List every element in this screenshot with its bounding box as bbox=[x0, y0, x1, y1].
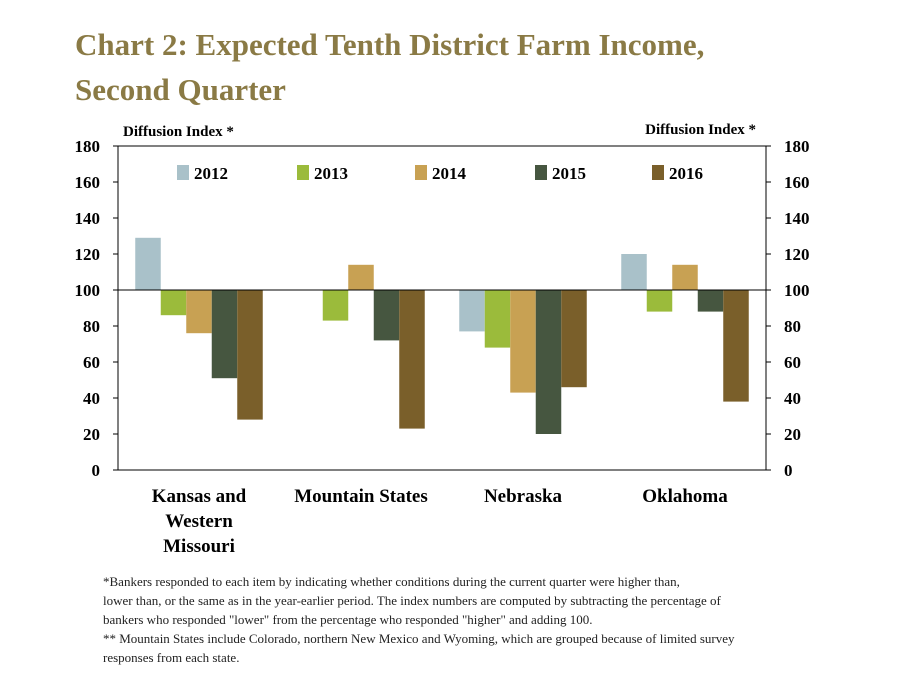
y-tick-label-right: 0 bbox=[784, 461, 793, 480]
legend-label-2016: 2016 bbox=[669, 164, 703, 183]
legend-swatch-2015 bbox=[535, 165, 547, 180]
y-tick-label-right: 80 bbox=[784, 317, 801, 336]
bar-chart: 0 0 20 20 40 40 60 60 80 80 100 100 120 120 140 140 160 1… bbox=[75, 122, 810, 557]
bar-2014-1 bbox=[348, 264, 374, 290]
bar-2012-0 bbox=[135, 237, 161, 290]
y-tick-label-right: 100 bbox=[784, 281, 810, 300]
footnote-line: *Bankers responded to each item by indic… bbox=[103, 574, 680, 589]
bar-2013-0 bbox=[160, 290, 187, 316]
bar-2014-2 bbox=[510, 290, 536, 393]
legend-swatch-2012 bbox=[177, 165, 189, 180]
legend-label-2014: 2014 bbox=[432, 164, 467, 183]
category-label: Western bbox=[165, 511, 233, 532]
category-label: Oklahoma bbox=[642, 486, 728, 507]
bar-2012-2 bbox=[459, 290, 485, 332]
chart-title: Chart 2: Expected Tenth District Farm In… bbox=[75, 22, 875, 112]
footnote-line: ** Mountain States include Colorado, nor… bbox=[103, 631, 735, 646]
bar-2013-2 bbox=[484, 290, 511, 348]
y-tick-label-right: 60 bbox=[784, 353, 801, 372]
y-tick-label-right: 20 bbox=[784, 425, 801, 444]
footnote-line: bankers who responded "lower" from the p… bbox=[103, 612, 593, 627]
bar-2013-3 bbox=[646, 290, 673, 312]
category-label: Mountain States bbox=[294, 486, 428, 507]
plot-frame bbox=[117, 145, 767, 471]
y-tick-label-right: 120 bbox=[784, 245, 810, 264]
category-label: Missouri bbox=[163, 536, 235, 557]
footnotes: *Bankers responded to each item by indic… bbox=[103, 572, 823, 667]
y-tick-label-left: 0 bbox=[92, 461, 101, 480]
bar-2012-3 bbox=[621, 254, 647, 290]
legend-swatch-2013 bbox=[297, 165, 309, 180]
legend-label-2012: 2012 bbox=[194, 164, 228, 183]
footnote-line: lower than, or the same as in the year-e… bbox=[103, 593, 721, 608]
y-tick-label-left: 180 bbox=[75, 137, 101, 156]
footnote-line: responses from each state. bbox=[103, 650, 240, 665]
y-axis-label-left: Diffusion Index * bbox=[123, 124, 234, 140]
bar-2014-0 bbox=[186, 290, 212, 334]
y-tick-label-right: 140 bbox=[784, 209, 810, 228]
legend-swatch-2014 bbox=[415, 165, 427, 180]
bar-2016-0 bbox=[237, 290, 263, 420]
chart-title-line-1: Chart 2: Expected Tenth District Farm In… bbox=[75, 27, 705, 62]
y-tick-label-left: 60 bbox=[83, 353, 100, 372]
y-tick-label-right: 160 bbox=[784, 173, 810, 192]
bar-2015-1 bbox=[373, 290, 400, 341]
category-label: Nebraska bbox=[484, 486, 563, 507]
y-tick-label-left: 120 bbox=[75, 245, 101, 264]
y-tick-label-left: 80 bbox=[83, 317, 100, 336]
category-label: Kansas and bbox=[152, 486, 247, 507]
bar-2016-3 bbox=[723, 290, 749, 402]
bar-2014-3 bbox=[672, 264, 698, 290]
legend-swatch-2016 bbox=[652, 165, 664, 180]
bar-2015-2 bbox=[535, 290, 562, 434]
y-axis-label-right: Diffusion Index * bbox=[645, 122, 756, 138]
bar-2013-1 bbox=[322, 290, 349, 321]
bar-2016-1 bbox=[399, 290, 425, 429]
legend-label-2013: 2013 bbox=[314, 164, 348, 183]
y-tick-label-left: 140 bbox=[75, 209, 101, 228]
bar-2015-3 bbox=[697, 290, 724, 312]
y-tick-label-left: 160 bbox=[75, 173, 101, 192]
y-tick-label-left: 40 bbox=[83, 389, 100, 408]
y-tick-label-left: 100 bbox=[75, 281, 101, 300]
y-tick-label-right: 180 bbox=[784, 137, 810, 156]
y-tick-label-right: 40 bbox=[784, 389, 801, 408]
legend-label-2015: 2015 bbox=[552, 164, 586, 183]
bar-2016-2 bbox=[561, 290, 587, 388]
y-tick-label-left: 20 bbox=[83, 425, 100, 444]
bar-2015-0 bbox=[211, 290, 238, 379]
chart-title-line-2: Second Quarter bbox=[75, 72, 286, 107]
